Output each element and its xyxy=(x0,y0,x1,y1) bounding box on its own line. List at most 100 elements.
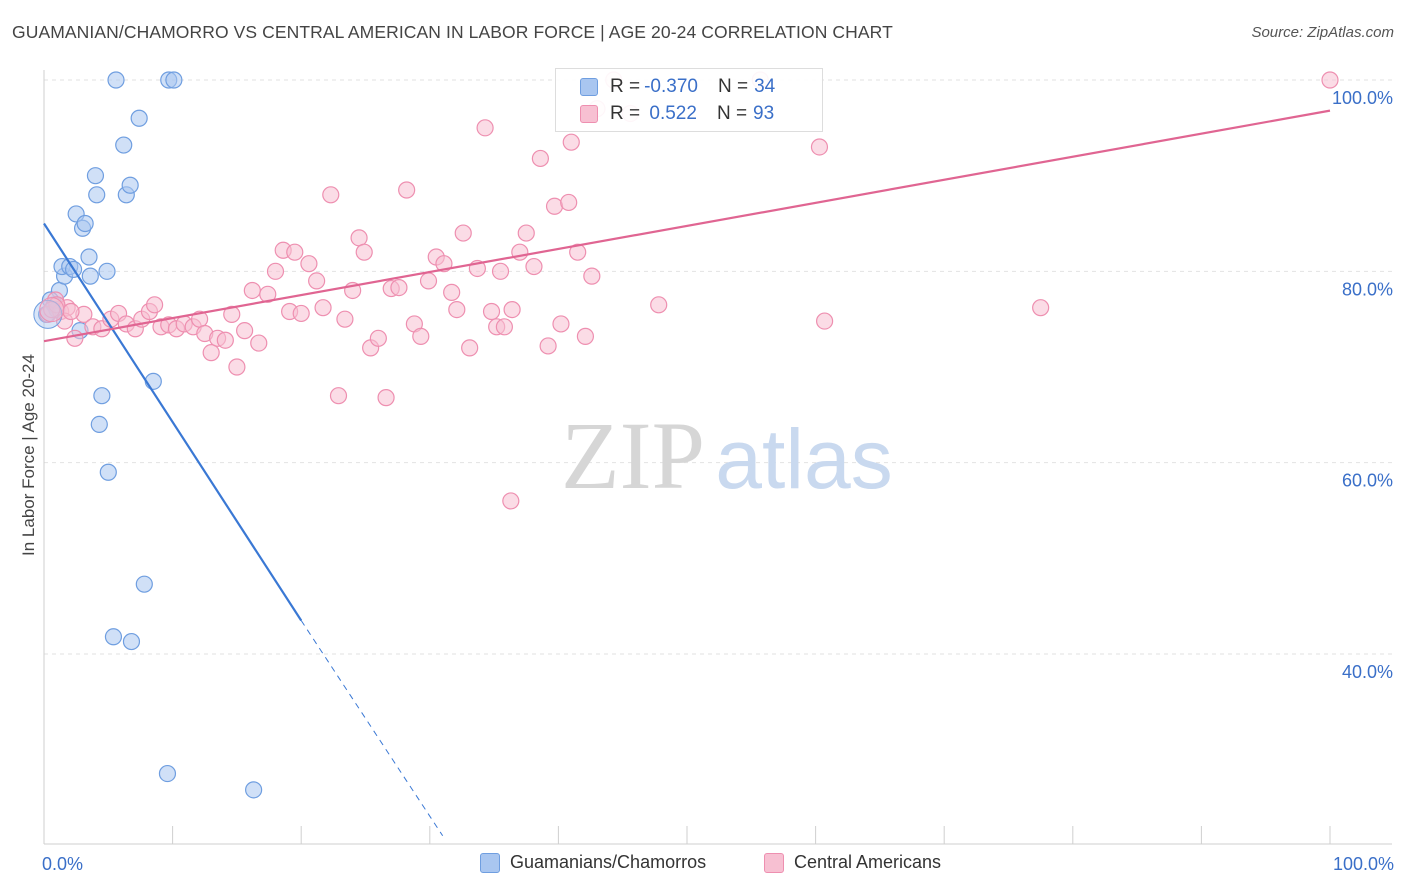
data-point xyxy=(443,283,461,301)
data-point xyxy=(390,278,408,297)
data-point xyxy=(322,186,340,204)
data-point xyxy=(286,243,304,261)
data-point xyxy=(43,301,61,319)
data-point xyxy=(115,136,133,154)
legend-n-value: 34 xyxy=(754,76,776,97)
data-point xyxy=(454,224,472,242)
series-guamanian-points xyxy=(37,71,263,799)
data-point xyxy=(314,299,332,317)
series-legend-central-american[interactable]: Central Americans xyxy=(764,852,941,873)
data-point xyxy=(216,331,234,349)
data-point xyxy=(412,327,430,345)
data-point xyxy=(90,415,108,433)
data-point xyxy=(560,193,578,212)
series-label-central-american: Central Americans xyxy=(794,852,942,872)
data-point xyxy=(158,764,177,783)
data-point xyxy=(135,575,153,593)
gridlines xyxy=(44,79,1392,655)
series-legend-guamanian[interactable]: Guamanians/Chamorros xyxy=(480,852,706,873)
data-point xyxy=(121,176,139,194)
data-point xyxy=(243,281,261,300)
data-point xyxy=(576,327,595,345)
data-point xyxy=(482,302,501,321)
data-point xyxy=(66,329,84,347)
data-point xyxy=(448,301,466,319)
data-point xyxy=(86,167,105,185)
legend-n-label: N = xyxy=(716,103,748,124)
data-point xyxy=(98,262,116,280)
data-point xyxy=(93,387,111,405)
data-point xyxy=(259,285,277,303)
data-point xyxy=(223,305,241,323)
legend-n-label: N = xyxy=(717,76,749,97)
data-point xyxy=(300,255,318,273)
y-tick-label: 40.0% xyxy=(1342,662,1393,682)
series-swatch-central-american xyxy=(764,852,784,873)
legend-n-value: 93 xyxy=(753,103,775,124)
data-point xyxy=(308,272,326,290)
chart-title: GUAMANIAN/CHAMORRO VS CENTRAL AMERICAN I… xyxy=(12,22,893,42)
y-tick-label: 60.0% xyxy=(1342,471,1393,491)
series-label-guamanian: Guamanians/Chamorros xyxy=(510,852,707,872)
data-point xyxy=(461,339,479,357)
data-point-cluster xyxy=(39,297,65,323)
data-point xyxy=(245,781,263,799)
data-point xyxy=(62,302,80,321)
data-point xyxy=(228,358,246,376)
data-point xyxy=(816,312,834,330)
data-point xyxy=(202,344,220,362)
data-point xyxy=(569,243,587,261)
data-point xyxy=(329,387,348,405)
legend-r-label: R = xyxy=(610,76,641,97)
data-point xyxy=(495,318,513,336)
data-point xyxy=(350,229,368,247)
x-tick-label: 0.0% xyxy=(42,854,83,874)
data-point xyxy=(545,197,564,215)
correlation-legend: R = -0.370 N = 34 R = 0.522 N = 93 xyxy=(555,68,823,132)
data-point xyxy=(398,181,416,199)
data-point xyxy=(107,71,125,89)
data-point xyxy=(583,267,601,285)
data-point xyxy=(562,133,580,151)
data-point xyxy=(517,224,535,242)
trend-line-extension xyxy=(300,620,444,837)
data-point xyxy=(476,119,494,137)
trend-line-central-american xyxy=(43,109,1331,343)
data-point xyxy=(539,337,557,355)
data-point xyxy=(80,248,98,266)
watermark-zip: ZIP xyxy=(561,402,705,509)
data-point xyxy=(99,463,117,481)
data-point xyxy=(1321,71,1339,89)
legend-r-value: 0.522 xyxy=(644,103,697,124)
data-point xyxy=(1032,299,1050,317)
data-point xyxy=(491,262,510,280)
x-tick-label: 100.0% xyxy=(1333,854,1394,874)
legend-swatch-central-american xyxy=(580,105,598,123)
legend-swatch-guamanian xyxy=(580,78,598,96)
data-point xyxy=(236,322,254,340)
legend-r-value: -0.370 xyxy=(644,76,698,97)
data-point xyxy=(88,186,106,204)
y-axis-label: In Labor Force | Age 20-24 xyxy=(19,354,38,556)
y-tick-label: 100.0% xyxy=(1332,88,1393,108)
data-point xyxy=(104,628,123,646)
data-point xyxy=(552,315,570,333)
data-point xyxy=(122,632,141,651)
data-point xyxy=(336,310,354,328)
data-point xyxy=(377,389,395,407)
legend-row-central-american: R = 0.522 N = 93 xyxy=(580,101,774,127)
data-point xyxy=(810,138,829,156)
data-point xyxy=(502,492,520,510)
data-point xyxy=(165,71,183,89)
data-point xyxy=(145,296,164,314)
trend-line-guamanian xyxy=(43,222,303,622)
data-point xyxy=(81,267,99,285)
series-swatch-guamanian xyxy=(480,852,500,873)
data-point xyxy=(531,149,549,168)
data-point xyxy=(525,257,543,276)
data-point xyxy=(503,301,521,319)
source-attribution: Source: ZipAtlas.com xyxy=(1251,24,1394,41)
data-point xyxy=(419,272,438,290)
series-legend: Guamanians/Chamorros Central Americans xyxy=(0,852,1406,878)
